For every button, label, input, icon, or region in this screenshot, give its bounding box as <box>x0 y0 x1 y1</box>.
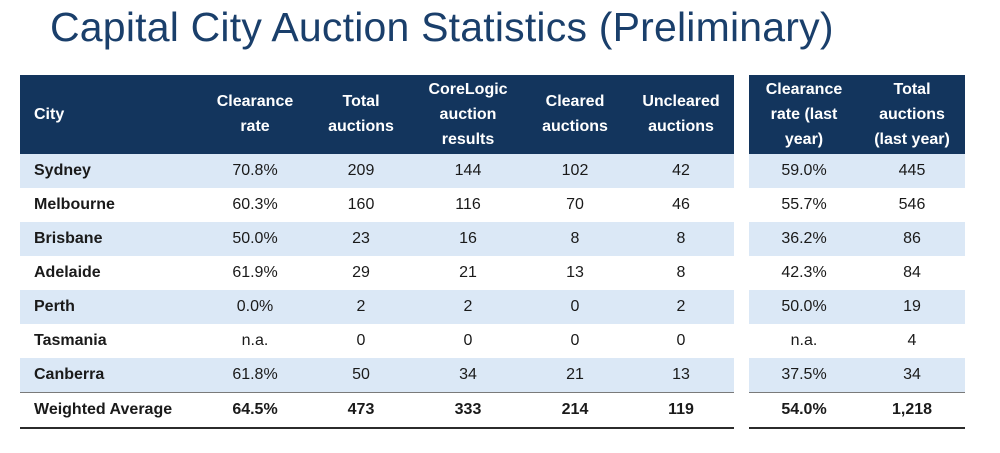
table-cell: 0 <box>414 324 522 358</box>
table-cell: 34 <box>859 358 965 393</box>
table-cell: 19 <box>859 290 965 324</box>
table-row: Tasmania n.a. 0 0 0 0 <box>20 324 734 358</box>
table-cell: 8 <box>522 222 628 256</box>
table-cell: 16 <box>414 222 522 256</box>
table-row: Canberra 61.8% 50 34 21 13 <box>20 358 734 393</box>
city-name: Brisbane <box>20 222 202 256</box>
table-cell: 21 <box>414 256 522 290</box>
table-cell: 50.0% <box>749 290 859 324</box>
table-row: 37.5% 34 <box>749 358 965 393</box>
average-cell: 119 <box>628 392 734 429</box>
table-cell: 46 <box>628 188 734 222</box>
column-header-total-auctions-last-year: Total auctions (last year) <box>859 75 965 154</box>
last-year-table: Clearance rate (last year) Total auctions… <box>749 75 965 429</box>
table-cell: 8 <box>628 222 734 256</box>
table-cell: 0 <box>522 290 628 324</box>
average-cell: 473 <box>308 392 414 429</box>
city-name: Melbourne <box>20 188 202 222</box>
table-cell: 59.0% <box>749 153 859 188</box>
table-row: 42.3% 84 <box>749 256 965 290</box>
table-row: Perth 0.0% 2 2 0 2 <box>20 290 734 324</box>
table-cell: 50 <box>308 358 414 393</box>
column-header-cleared-auctions: Cleared auctions <box>522 75 628 154</box>
city-name: Perth <box>20 290 202 324</box>
table-cell: 70 <box>522 188 628 222</box>
table-cell: 84 <box>859 256 965 290</box>
table-cell: 50.0% <box>202 222 308 256</box>
table-cell: 160 <box>308 188 414 222</box>
table-cell: 21 <box>522 358 628 393</box>
table-cell: 209 <box>308 153 414 188</box>
column-header-clearance-rate-last-year: Clearance rate (last year) <box>749 75 859 154</box>
table-cell: 34 <box>414 358 522 393</box>
table-cell: 0 <box>308 324 414 358</box>
table-cell: 445 <box>859 153 965 188</box>
column-header-clearance-rate: Clearance rate <box>202 75 308 154</box>
city-name: Canberra <box>20 358 202 393</box>
weighted-average-row: Weighted Average 64.5% 473 333 214 119 <box>20 392 734 429</box>
average-cell: 54.0% <box>749 392 859 429</box>
table-cell: 13 <box>628 358 734 393</box>
table-cell: 2 <box>308 290 414 324</box>
table-row: Melbourne 60.3% 160 116 70 46 <box>20 188 734 222</box>
table-row: n.a. 4 <box>749 324 965 358</box>
average-cell: 214 <box>522 392 628 429</box>
table-cell: 42 <box>628 153 734 188</box>
column-header-uncleared-auctions: Uncleared auctions <box>628 75 734 154</box>
average-cell: 64.5% <box>202 392 308 429</box>
table-cell: n.a. <box>749 324 859 358</box>
table-cell: 0 <box>522 324 628 358</box>
table-cell: 144 <box>414 153 522 188</box>
column-header-city: City <box>20 75 202 154</box>
table-row: 55.7% 546 <box>749 188 965 222</box>
city-name: Tasmania <box>20 324 202 358</box>
table-cell: 116 <box>414 188 522 222</box>
table-cell: 37.5% <box>749 358 859 393</box>
table-cell: 70.8% <box>202 153 308 188</box>
table-row: Adelaide 61.9% 29 21 13 8 <box>20 256 734 290</box>
table-cell: 42.3% <box>749 256 859 290</box>
table-cell: 546 <box>859 188 965 222</box>
weighted-average-row: 54.0% 1,218 <box>749 392 965 429</box>
table-cell: 2 <box>628 290 734 324</box>
table-row: 50.0% 19 <box>749 290 965 324</box>
average-cell: 333 <box>414 392 522 429</box>
column-header-total-auctions: Total auctions <box>308 75 414 154</box>
table-row: Brisbane 50.0% 23 16 8 8 <box>20 222 734 256</box>
table-row: Sydney 70.8% 209 144 102 42 <box>20 153 734 188</box>
table-cell: 55.7% <box>749 188 859 222</box>
city-name: Sydney <box>20 153 202 188</box>
last-year-header-row: Clearance rate (last year) Total auctions… <box>749 75 965 154</box>
average-cell: 1,218 <box>859 392 965 429</box>
table-cell: 61.8% <box>202 358 308 393</box>
table-cell: 60.3% <box>202 188 308 222</box>
column-header-corelogic-auction-results: CoreLogic auction results <box>414 75 522 154</box>
table-cell: 0.0% <box>202 290 308 324</box>
table-cell: 0 <box>628 324 734 358</box>
table-cell: 23 <box>308 222 414 256</box>
city-name: Adelaide <box>20 256 202 290</box>
table-cell: 86 <box>859 222 965 256</box>
table-cell: 4 <box>859 324 965 358</box>
table-cell: 102 <box>522 153 628 188</box>
table-cell: 2 <box>414 290 522 324</box>
page-title: Capital City Auction Statistics (Prelimi… <box>50 4 834 50</box>
table-cell: 29 <box>308 256 414 290</box>
table-header-row: City Clearance rate Total auctions CoreLogi… <box>20 75 734 154</box>
table-cell: 36.2% <box>749 222 859 256</box>
table-cell: n.a. <box>202 324 308 358</box>
table-cell: 13 <box>522 256 628 290</box>
table-cell: 8 <box>628 256 734 290</box>
table-cell: 61.9% <box>202 256 308 290</box>
average-label: Weighted Average <box>20 392 202 429</box>
table-row: 36.2% 86 <box>749 222 965 256</box>
table-row: 59.0% 445 <box>749 153 965 188</box>
auction-statistics-table: City Clearance rate Total auctions CoreLogi… <box>20 75 734 429</box>
